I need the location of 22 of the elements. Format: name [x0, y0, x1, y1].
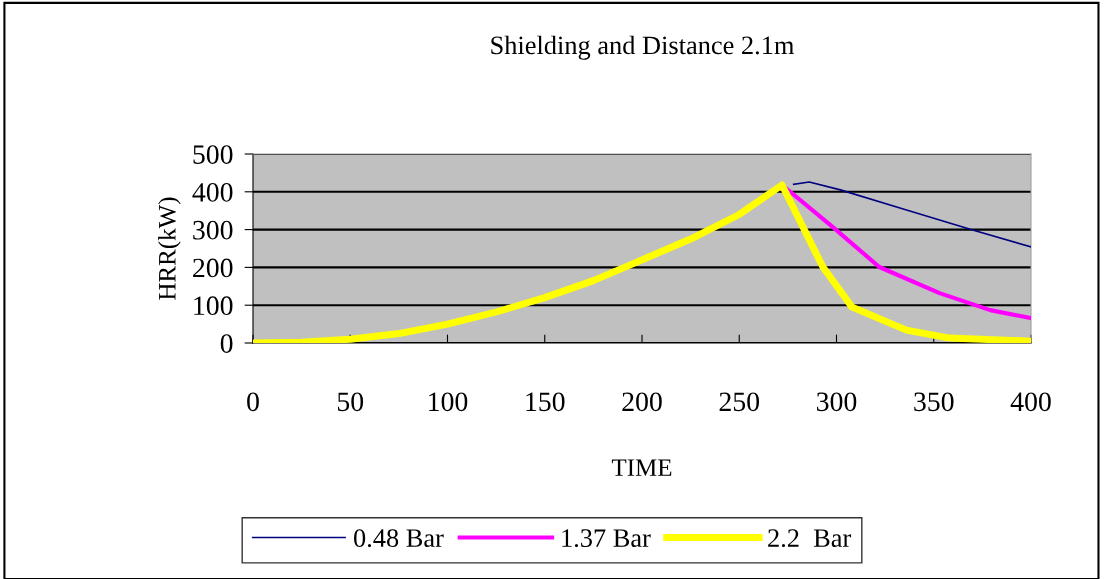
y-axis-title: HRR(kW): [158, 197, 181, 300]
y-tick-label: 300: [193, 220, 233, 240]
x-tick-label: 50: [337, 392, 364, 412]
x-tick-label: 0: [247, 392, 259, 412]
x-tick-label: 400: [1010, 392, 1051, 412]
y-tick-label: 400: [192, 182, 233, 202]
chart-title: Shielding and Distance 2.1m: [491, 35, 795, 60]
y-tick-label: 100: [194, 296, 233, 316]
line-series: [792, 181, 1031, 248]
legend-label: 2.2 Bar: [768, 529, 852, 548]
x-tick-label: 350: [914, 392, 954, 412]
x-tick-label: 150: [526, 392, 565, 412]
x-tick-label: 200: [622, 392, 662, 412]
x-axis-title: TIME: [611, 459, 672, 476]
x-tick-label: 300: [816, 392, 857, 412]
x-tick-label: 100: [429, 392, 468, 412]
x-tick-label: 250: [719, 392, 760, 412]
y-tick-label: 200: [193, 258, 233, 278]
legend-label: 1.37 Bar: [562, 529, 651, 548]
y-tick-label: 0: [220, 334, 233, 353]
legend-label: 0.48 Bar: [354, 529, 444, 548]
y-tick-label: 500: [193, 145, 233, 164]
